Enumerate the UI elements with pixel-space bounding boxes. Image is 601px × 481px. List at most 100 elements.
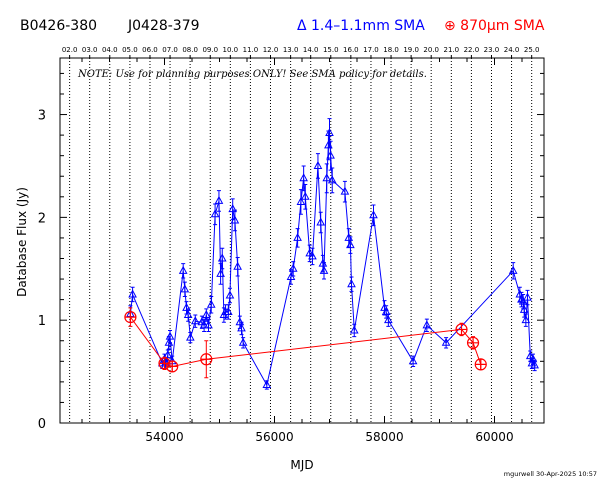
year-label: 18.0 — [383, 46, 399, 54]
error-bar — [511, 262, 516, 280]
year-label: 21.0 — [444, 46, 460, 54]
y-axis-label: Database Flux (Jy) — [15, 187, 29, 297]
year-label: 02.0 — [62, 46, 78, 54]
x-tick-label: 54000 — [145, 430, 183, 444]
error-bar — [348, 236, 353, 254]
data-point — [165, 331, 175, 340]
series-870um — [124, 307, 487, 379]
data-point-cross — [200, 353, 212, 365]
data-point — [223, 306, 233, 315]
year-label: 22.0 — [464, 46, 480, 54]
x-axis: 54000 56000 58000 60000 — [81, 58, 523, 444]
data-point — [322, 173, 332, 182]
x-axis-label: MJD — [290, 458, 313, 472]
data-point — [325, 128, 334, 137]
error-bar — [216, 190, 221, 212]
data-point-cross — [166, 360, 178, 372]
data-point — [346, 240, 355, 249]
year-label: 12.0 — [263, 46, 279, 54]
error-bar — [298, 189, 303, 215]
source-name: B0426-380 — [20, 18, 97, 34]
data-point-cross — [456, 323, 467, 335]
data-point — [347, 279, 356, 288]
data-point-cross — [467, 337, 479, 349]
data-point — [217, 253, 227, 262]
data-point — [296, 196, 306, 205]
data-point — [238, 337, 248, 346]
data-point — [186, 332, 195, 341]
year-label: 10.0 — [223, 46, 239, 54]
data-point — [327, 175, 337, 184]
year-label: 23.0 — [484, 46, 500, 54]
data-point — [128, 289, 137, 298]
error-bar — [295, 228, 300, 248]
data-point — [305, 248, 315, 257]
data-point — [300, 191, 310, 200]
y-tick-label: 0 — [38, 417, 46, 432]
error-bar — [235, 256, 240, 277]
error-bar — [213, 203, 218, 226]
y-tick-label: 3 — [38, 109, 46, 124]
year-label: 25.0 — [524, 46, 540, 54]
data-point — [201, 309, 211, 319]
data-point — [233, 261, 242, 270]
data-point — [441, 337, 451, 346]
error-bar — [315, 153, 320, 179]
data-point — [288, 263, 298, 272]
data-point — [230, 215, 240, 224]
year-label: 17.0 — [363, 46, 379, 54]
data-point — [216, 268, 225, 277]
source-alt-name: J0428-379 — [127, 18, 200, 34]
error-bar — [310, 247, 315, 266]
year-label: 14.0 — [303, 46, 319, 54]
y-tick-label: 2 — [38, 211, 46, 226]
data-point — [164, 337, 174, 346]
x-tick-label: 60000 — [475, 430, 513, 444]
year-label: 24.0 — [504, 46, 520, 54]
data-point — [293, 232, 302, 241]
data-point-cross — [475, 358, 487, 370]
year-label: 06.0 — [142, 46, 158, 54]
error-bar — [342, 180, 347, 203]
year-label: 05.0 — [122, 46, 138, 54]
legend-1mm: Δ 1.4–1.1mm SMA — [297, 18, 425, 34]
data-point — [183, 309, 193, 319]
data-point — [228, 204, 238, 213]
error-bar — [322, 262, 326, 280]
year-label: 15.0 — [323, 46, 339, 54]
x-tick-label: 58000 — [365, 430, 403, 444]
year-label: 04.0 — [102, 46, 118, 54]
data-point — [369, 210, 378, 219]
data-point — [204, 320, 213, 329]
data-point — [237, 323, 246, 332]
data-point — [340, 186, 350, 195]
data-point — [530, 360, 539, 369]
data-point — [521, 315, 531, 324]
error-bar — [220, 247, 225, 270]
data-point — [214, 195, 224, 204]
data-point — [180, 284, 190, 293]
data-point — [299, 173, 308, 182]
data-point — [319, 265, 329, 274]
data-point — [384, 315, 393, 324]
error-bar — [330, 167, 335, 194]
data-point — [206, 299, 216, 308]
year-label: 07.0 — [162, 46, 178, 54]
data-point — [349, 325, 359, 334]
data-point — [422, 320, 432, 329]
planning-note: NOTE: Use for planning purposes ONLY! Se… — [77, 69, 427, 80]
legend-870um: ⊕ 870µm SMA — [444, 18, 545, 34]
x-tick-label: 56000 — [255, 430, 293, 444]
year-label: 19.0 — [403, 46, 419, 54]
data-point — [518, 296, 528, 305]
error-bar — [209, 296, 214, 314]
year-label: 20.0 — [423, 46, 439, 54]
data-point — [508, 265, 518, 274]
data-point — [326, 150, 335, 159]
error-bar — [232, 209, 237, 232]
credit-line: mgurwell 30-Apr-2025 10:57 — [504, 470, 597, 478]
data-point — [182, 302, 191, 311]
year-label: 08.0 — [182, 46, 198, 54]
data-point — [178, 265, 188, 274]
